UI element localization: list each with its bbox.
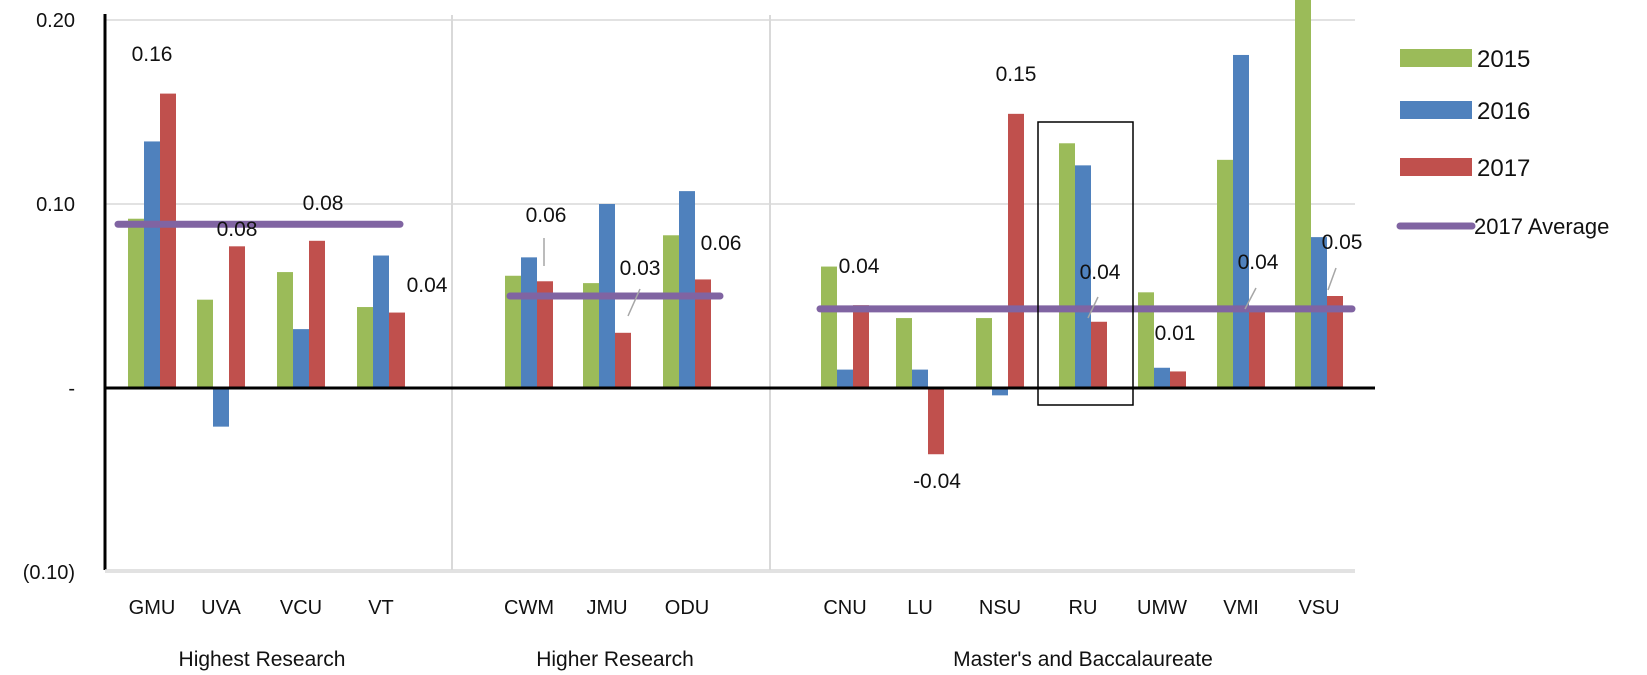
bar-2017-UMW (1170, 371, 1186, 388)
bar-2016-CWM (521, 257, 537, 388)
bar-2015-JMU (583, 283, 599, 388)
bar-2017-VCU (309, 240, 325, 388)
category-label-CNU: CNU (823, 597, 866, 619)
category-label-RU: RU (1069, 597, 1098, 619)
y-tick-label: - (68, 378, 75, 400)
highlight-box (1037, 121, 1134, 406)
data-label-UVA: 0.08 (217, 218, 258, 241)
category-label-VSU: VSU (1298, 597, 1339, 619)
y-tick-label: (0.10) (23, 562, 75, 584)
bar-2017-NSU (1008, 113, 1024, 388)
legend-label-2017: 2017 (1477, 155, 1530, 182)
average-lines (114, 220, 1356, 313)
data-label-LU: -0.04 (913, 470, 961, 493)
data-label-leader (1087, 296, 1099, 319)
bar-2016-NSU (992, 388, 1008, 396)
data-label-VT: 0.04 (407, 274, 448, 297)
legend-swatch-2017 (1400, 158, 1472, 176)
bars (128, 0, 1343, 455)
data-label-NSU: 0.15 (996, 63, 1037, 86)
bar-2015-VT (357, 307, 373, 388)
category-label-VT: VT (368, 597, 394, 619)
group-label: Higher Research (536, 648, 694, 671)
bar-2017-CNU (853, 305, 869, 388)
bar-2017-VMI (1249, 308, 1265, 388)
y-axis-ticks: 0.20 0.10 - (0.10) (23, 10, 75, 584)
bar-2017-LU (928, 388, 944, 455)
bar-2015-NSU (976, 318, 992, 388)
y-tick-label: 0.10 (36, 194, 75, 216)
bar-2017-RU (1091, 321, 1107, 388)
bar-2017-GMU (160, 93, 176, 388)
bar-2015-VSU (1295, 0, 1311, 388)
category-label-GMU: GMU (129, 597, 176, 619)
data-labels: 0.16 0.08 0.08 0.04 0.06 0.03 0.06 0.04 -0.04 0.1… (132, 43, 1363, 493)
bar-2015-CNU (821, 266, 837, 388)
bar-2015-LU (896, 318, 912, 388)
category-label-CWM: CWM (504, 597, 554, 619)
legend-swatch-2016 (1400, 101, 1472, 119)
bar-2017-JMU (615, 332, 631, 388)
data-label-VSU: 0.05 (1322, 231, 1363, 254)
bar-2016-LU (912, 369, 928, 388)
legend-label-average: 2017 Average (1474, 214, 1609, 239)
bar-2016-VSU (1311, 237, 1327, 388)
legend-label-2016: 2016 (1477, 98, 1530, 125)
data-label-RU: 0.04 (1080, 261, 1121, 284)
group-labels: Highest Research Higher Research Master's … (179, 648, 1213, 671)
bar-2015-ODU (663, 235, 679, 388)
data-label-leader (1327, 267, 1337, 291)
bar-2017-ODU (695, 279, 711, 388)
category-label-ODU: ODU (665, 597, 709, 619)
data-label-VMI: 0.04 (1238, 251, 1279, 274)
bar-2016-VMI (1233, 54, 1249, 389)
bar-2016-VCU (293, 329, 309, 388)
category-label-LU: LU (907, 597, 933, 619)
legend: 2015 2016 2017 2017 Average (1396, 46, 1609, 239)
data-label-leader (627, 288, 641, 317)
bar-2017-VT (389, 312, 405, 388)
category-label-JMU: JMU (586, 597, 627, 619)
bar-2017-CWM (537, 281, 553, 388)
group-label: Master's and Baccalaureate (953, 648, 1213, 671)
data-label-ODU: 0.06 (701, 232, 742, 255)
bar-2015-UVA (197, 299, 213, 388)
category-labels: GMU UVA VCU VT CWM JMU ODU CNU LU NSU RU UMW VMI VSU (129, 597, 1340, 619)
bar-2016-GMU (144, 141, 160, 388)
axes (103, 14, 1375, 571)
category-label-NSU: NSU (979, 597, 1021, 619)
y-tick-label: 0.20 (36, 10, 75, 32)
category-label-UMW: UMW (1137, 597, 1187, 619)
bar-2016-RU (1075, 165, 1091, 388)
data-label-VCU: 0.08 (303, 192, 344, 215)
bar-2017-VSU (1327, 296, 1343, 388)
bar-2016-UVA (213, 388, 229, 427)
bar-2015-VCU (277, 272, 293, 388)
data-label-UMW: 0.01 (1155, 322, 1196, 345)
data-label-CWM: 0.06 (526, 204, 567, 227)
bar-2016-VT (373, 255, 389, 388)
data-label-CNU: 0.04 (839, 255, 880, 278)
category-label-VCU: VCU (280, 597, 322, 619)
bar-2016-UMW (1154, 367, 1170, 388)
category-label-VMI: VMI (1223, 597, 1259, 619)
bar-2015-RU (1059, 143, 1075, 388)
bar-2015-CWM (505, 275, 521, 388)
bar-2015-UMW (1138, 292, 1154, 388)
gridlines (105, 15, 1355, 573)
legend-label-2015: 2015 (1477, 46, 1530, 73)
bar-2016-ODU (679, 191, 695, 388)
category-label-UVA: UVA (201, 597, 241, 619)
bar-2015-VMI (1217, 159, 1233, 388)
data-label-leader (1244, 287, 1257, 310)
legend-swatch-2015 (1400, 49, 1472, 67)
group-label: Highest Research (179, 648, 346, 671)
data-label-JMU: 0.03 (620, 257, 661, 280)
bar-2017-UVA (229, 246, 245, 388)
bar-2015-GMU (128, 218, 144, 388)
bar-2016-CNU (837, 369, 853, 388)
data-label-GMU: 0.16 (132, 43, 173, 66)
